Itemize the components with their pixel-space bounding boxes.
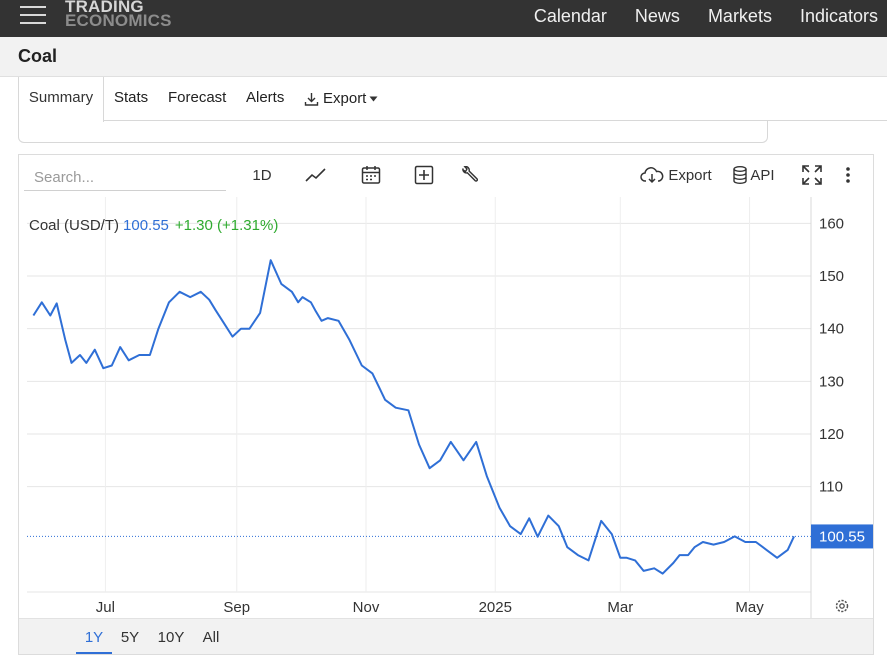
export-label: Export	[668, 166, 712, 184]
y-tick-label: 160	[819, 215, 844, 232]
last-price-tag	[811, 524, 873, 549]
export-button[interactable]: Export	[639, 162, 713, 188]
range-selector: 1Y 5Y 10Y All	[19, 618, 873, 654]
tab-panel	[18, 121, 768, 143]
chart-container: 1D Export API 110 120 130 140 150 160 Jul Sep No…	[18, 154, 874, 655]
tab-forecast[interactable]: Forecast	[168, 89, 227, 106]
nav-calendar-link[interactable]: Calendar	[533, 5, 607, 26]
x-tick-label: 2025	[479, 599, 512, 616]
wrench-icon[interactable]	[458, 162, 480, 188]
add-indicator-icon[interactable]	[412, 162, 436, 188]
range-5y-button[interactable]: 5Y	[120, 629, 140, 646]
more-options-icon[interactable]	[839, 162, 857, 188]
calendar-icon[interactable]	[359, 162, 383, 188]
menu-icon[interactable]	[20, 4, 46, 26]
chart-legend: Coal (USD/T) 100.55 +1.30 (+1.31%)	[29, 217, 278, 234]
legend-price: 100.55	[123, 217, 169, 234]
section-tabs: Summary Stats Forecast Alerts Export	[18, 77, 887, 122]
page-title: Coal	[18, 46, 58, 66]
tab-export-label: Export	[323, 90, 367, 107]
x-tick-label: Sep	[223, 599, 250, 616]
top-navigation-bar: TRADING ECONOMICS Calendar News Markets …	[0, 0, 887, 37]
y-tick-label: 150	[819, 268, 844, 285]
range-all-button[interactable]: All	[202, 629, 220, 646]
interval-selector[interactable]: 1D	[252, 166, 272, 184]
price-series-line	[32, 259, 795, 575]
settings-gear-icon[interactable]	[835, 599, 849, 613]
range-1y-button[interactable]: 1Y	[76, 619, 112, 654]
price-chart[interactable]: 110 120 130 140 150 160 Jul Sep Nov 2025 Mar May 100…	[19, 155, 873, 618]
tab-stats[interactable]: Stats	[114, 89, 149, 106]
legend-change: +1.30 (+1.31%)	[174, 217, 279, 234]
x-tick-label: May	[735, 599, 764, 616]
main-nav: Calendar News Markets Indicators	[506, 0, 878, 32]
x-tick-label: Nov	[353, 599, 380, 616]
nav-indicators-link[interactable]: Indicators	[799, 5, 878, 26]
api-button[interactable]: API	[731, 162, 777, 188]
y-tick-label: 120	[819, 426, 844, 443]
cloud-download-icon	[640, 167, 664, 184]
title-bar: Coal	[0, 37, 887, 77]
y-tick-label: 110	[819, 479, 843, 496]
tab-alerts[interactable]: Alerts	[246, 89, 285, 106]
range-10y-button[interactable]: 10Y	[157, 629, 185, 646]
y-tick-label: 130	[819, 373, 844, 390]
api-label: API	[750, 166, 775, 184]
tab-summary[interactable]: Summary	[18, 77, 104, 122]
nav-news-link[interactable]: News	[634, 5, 680, 26]
last-price-label: 100.55	[819, 528, 865, 545]
database-icon	[733, 166, 748, 184]
trading-economics-logo[interactable]: TRADING ECONOMICS	[65, 0, 172, 30]
x-tick-label: Mar	[607, 599, 633, 616]
x-tick-label: Jul	[96, 599, 115, 616]
nav-markets-link[interactable]: Markets	[707, 5, 772, 26]
chart-type-icon[interactable]	[303, 162, 329, 188]
fullscreen-icon[interactable]	[801, 162, 823, 188]
tab-export[interactable]: Export	[304, 77, 378, 121]
caret-down-icon	[369, 96, 378, 102]
y-tick-label: 140	[819, 321, 844, 338]
download-icon	[304, 92, 319, 106]
legend-series-name: Coal (USD/T)	[29, 217, 120, 234]
symbol-search-input[interactable]	[24, 165, 226, 191]
